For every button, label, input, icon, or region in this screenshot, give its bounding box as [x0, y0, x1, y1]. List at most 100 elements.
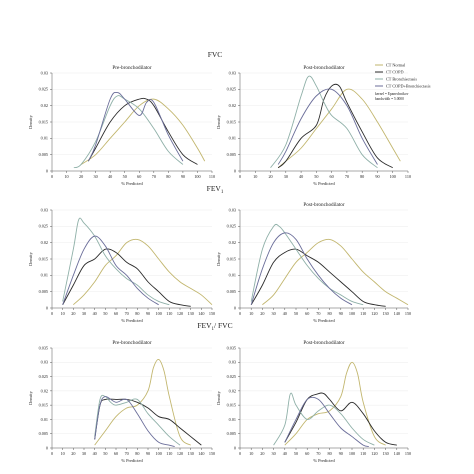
section-title-fev1: FEV1: [207, 184, 224, 195]
section-title-fev1-fvc: FEV1/ FVC: [197, 321, 232, 332]
x-tick-label: 100: [390, 174, 396, 179]
x-tick-label: 100: [156, 311, 162, 316]
y-tick-label: 0.02: [229, 240, 236, 245]
y-tick-label: 0.01: [41, 273, 48, 278]
y-tick-label: 0.01: [229, 417, 236, 422]
x-tick-label: 60: [137, 174, 141, 179]
series-line-ct-copd-bronchiectasis: [284, 396, 369, 448]
panel-2: Post-bronchodilator 0 0.005 0.01 0.015 0.02 0.…: [216, 65, 411, 186]
x-tick-label: 20: [71, 311, 75, 316]
x-tick-label: 10: [61, 311, 65, 316]
y-tick-label: 0.015: [39, 256, 48, 261]
series-line-ct-copd: [62, 248, 191, 307]
x-tick-label: 40: [108, 174, 112, 179]
y-tick-label: 0.005: [39, 152, 48, 157]
y-tick-label: 0.025: [227, 224, 236, 229]
x-tick-label: 40: [93, 311, 97, 316]
y-tick-label: 0.03: [41, 70, 48, 75]
y-tick-label: 0.03: [229, 70, 236, 75]
x-tick-label: 40: [283, 311, 287, 316]
x-tick-label: 130: [188, 311, 194, 316]
series-line-ct-copd-bronchiectasis: [94, 396, 175, 448]
y-tick-label: 0.03: [229, 360, 236, 365]
series-line-ct-copd-bronchiectasis: [62, 235, 159, 306]
x-tick-label: 80: [135, 451, 139, 456]
y-tick-label: 0.025: [227, 374, 236, 379]
x-tick-label: 80: [166, 174, 170, 179]
x-tick-label: 90: [181, 174, 185, 179]
x-tick-label: 100: [349, 311, 355, 316]
series-line-ct-copd-bronchiectasis: [250, 232, 353, 306]
y-tick-label: 0.015: [227, 119, 236, 124]
series-line-ct-bronchiectasis: [62, 217, 170, 306]
legend-label-ct-copd: CT COPD: [386, 70, 404, 75]
x-tick-label: 120: [177, 311, 183, 316]
x-tick-label: 60: [305, 311, 309, 316]
y-tick-label: 0.025: [39, 374, 48, 379]
x-tick-label: 110: [166, 311, 172, 316]
y-axis-label: Density: [28, 114, 33, 128]
x-tick-label: 70: [125, 451, 129, 456]
series-line-ct-bronchiectasis: [270, 75, 378, 169]
x-tick-label: 70: [125, 311, 129, 316]
x-tick-label: 130: [188, 451, 194, 456]
x-tick-label: 0: [239, 451, 241, 456]
x-tick-label: 150: [405, 451, 411, 456]
x-tick-label: 50: [103, 451, 107, 456]
y-tick-label: 0: [234, 305, 236, 310]
x-tick-label: 20: [260, 311, 264, 316]
y-tick-label: 0.01: [229, 136, 236, 141]
x-tick-label: 70: [316, 451, 320, 456]
x-tick-label: 20: [260, 451, 264, 456]
x-tick-label: 90: [375, 174, 379, 179]
legend-kernel-note: kernel = Epanechnikov: [375, 92, 409, 96]
y-tick-label: 0: [234, 168, 236, 173]
x-tick-label: 0: [51, 311, 53, 316]
x-tick-label: 0: [239, 311, 241, 316]
series-line-ct-normal: [277, 88, 401, 169]
x-tick-label: 110: [360, 451, 366, 456]
legend: CT Normal CT COPD CT Bronchiectasis CT C…: [375, 63, 431, 101]
series-line-ct-bronchiectasis: [73, 95, 184, 169]
x-tick-label: 110: [209, 174, 215, 179]
x-tick-label: 90: [146, 311, 150, 316]
section-title-fvc: FVC: [208, 50, 223, 59]
y-tick-label: 0.015: [39, 403, 48, 408]
x-axis-label: % Predicted: [121, 318, 143, 323]
y-tick-label: 0.01: [229, 273, 236, 278]
x-tick-label: 40: [299, 174, 303, 179]
series-line-ct-bronchiectasis: [94, 394, 181, 446]
y-tick-label: 0.015: [227, 256, 236, 261]
x-tick-label: 140: [394, 311, 400, 316]
x-tick-label: 10: [253, 174, 257, 179]
x-tick-label: 60: [330, 174, 334, 179]
y-tick-label: 0.015: [39, 119, 48, 124]
y-tick-label: 0.01: [41, 136, 48, 141]
series-line-ct-copd: [87, 97, 198, 165]
x-tick-label: 130: [382, 451, 388, 456]
x-axis-label: % Predicted: [313, 181, 335, 186]
series-line-ct-copd: [250, 248, 386, 307]
x-tick-label: 50: [103, 311, 107, 316]
x-tick-label: 50: [294, 451, 298, 456]
y-axis-label: Density: [216, 390, 221, 404]
y-tick-label: 0.025: [39, 224, 48, 229]
y-tick-label: 0.02: [229, 388, 236, 393]
x-tick-label: 80: [328, 311, 332, 316]
y-tick-label: 0: [46, 445, 48, 450]
series-line-ct-normal: [284, 361, 386, 446]
panel-title: Post-bronchodilator: [303, 340, 344, 346]
x-tick-label: 140: [198, 451, 204, 456]
y-tick-label: 0.02: [229, 103, 236, 108]
x-tick-label: 150: [209, 451, 215, 456]
y-tick-label: 0.005: [227, 152, 236, 157]
panel-title: Post-bronchodilator: [303, 65, 344, 71]
y-tick-label: 0.03: [41, 360, 48, 365]
x-tick-label: 40: [283, 451, 287, 456]
series-line-ct-bronchiectasis: [273, 392, 375, 446]
x-tick-label: 10: [249, 311, 253, 316]
series-line-ct-bronchiectasis: [250, 223, 364, 306]
panels-layer: Pre-bronchodilator 0 0.005 0.01 0.015 0.02 0.0…: [28, 65, 411, 463]
x-tick-label: 80: [328, 451, 332, 456]
x-tick-label: 90: [339, 451, 343, 456]
